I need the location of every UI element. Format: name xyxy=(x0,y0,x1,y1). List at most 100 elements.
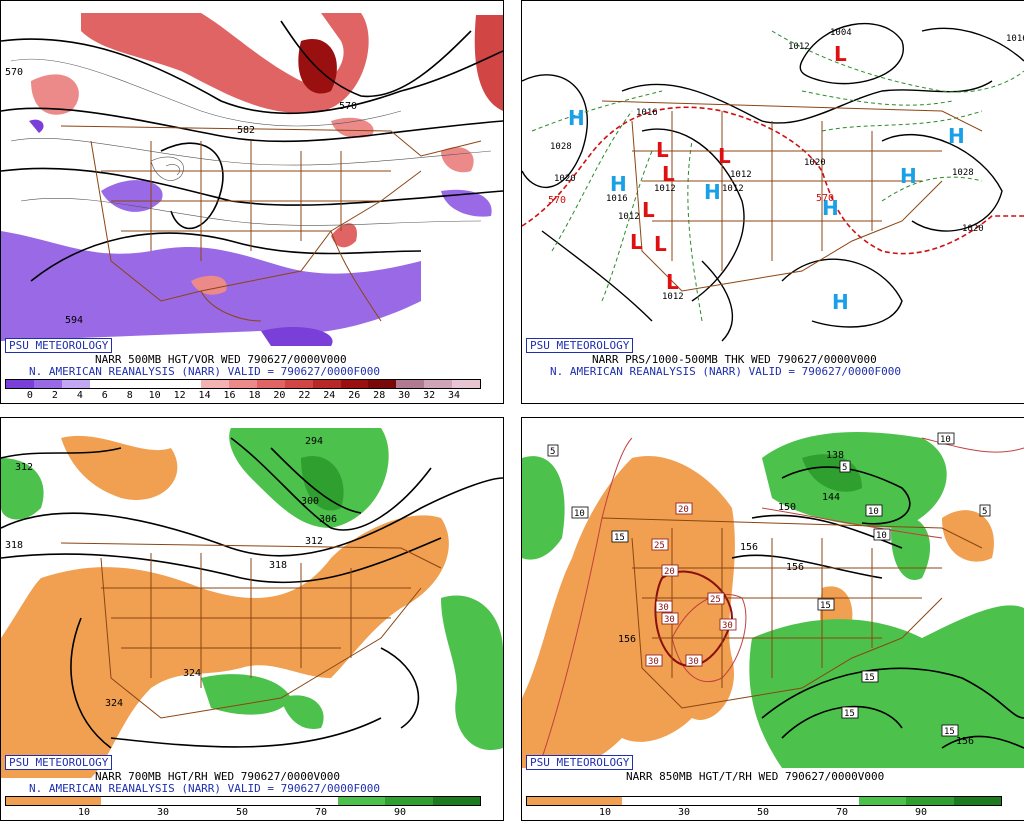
temperature-label: 20 xyxy=(664,567,675,577)
colorbar-segment xyxy=(669,797,717,805)
temperature-label-box xyxy=(839,460,851,473)
panel-valid-line: N. AMERICAN REANALYSIS (NARR) VALID = 79… xyxy=(550,365,901,378)
vort-west xyxy=(31,74,79,115)
temperature-label-box xyxy=(547,444,559,457)
colorbar-segment xyxy=(173,380,202,388)
rh-moist-gulf xyxy=(201,674,291,715)
temperature-label-box xyxy=(979,504,991,517)
colorbar-segment xyxy=(284,380,313,388)
colorbar-segment xyxy=(337,797,386,805)
temperature-label: 30 xyxy=(648,657,659,667)
colorbar-segment xyxy=(953,797,1002,805)
temperature-label-box xyxy=(685,654,703,667)
isobar-label: 1020 xyxy=(804,158,826,168)
colorbar-tick-label: 26 xyxy=(348,390,361,401)
isobar-label: 1004 xyxy=(830,28,852,38)
psu-badge: PSU METEOROLOGY xyxy=(526,338,634,353)
thickness-570-red xyxy=(522,106,1024,255)
isobar-label: 1020 xyxy=(554,174,576,184)
isobar-label: 1012 xyxy=(654,184,676,194)
height-contours xyxy=(1,20,503,282)
height-contours xyxy=(1,437,503,749)
colorbar-segment xyxy=(100,797,149,805)
colorbar-tick-label: 6 xyxy=(101,390,108,401)
colorbar-segment xyxy=(858,797,907,805)
vort-neg-sw xyxy=(261,326,333,346)
isobar-label: 1012 xyxy=(788,42,810,52)
colorbar-segment xyxy=(6,380,34,388)
contour-label: 156 xyxy=(618,634,636,645)
vort-neg-small xyxy=(29,119,44,133)
temperature-label: 10 xyxy=(868,507,879,517)
vorticity-colorbar-ticks: 0 2 4 6 8 10 12 14 16 18 20 22 24 26 28 30 32 34 xyxy=(5,390,479,402)
contour-label: 306 xyxy=(319,514,337,525)
colorbar-tick-label: 4 xyxy=(76,390,83,401)
isobar-label: 1012 xyxy=(730,170,752,180)
height-contours xyxy=(731,466,1024,749)
vort-east2 xyxy=(441,147,474,173)
colorbar-segment xyxy=(195,797,244,805)
contour-label: 150 xyxy=(778,502,796,513)
temperature-label-box xyxy=(817,598,835,611)
contour-label-570-east: 570 xyxy=(339,101,357,112)
colorbar-tick-label: 20 xyxy=(273,390,286,401)
colorbar-segment xyxy=(396,380,425,388)
panel-valid-line: N. AMERICAN REANALYSIS (NARR) VALID = 79… xyxy=(29,782,380,795)
colorbar-tick-label: 8 xyxy=(126,390,133,401)
contour-label: 312 xyxy=(305,536,323,547)
colorbar-segment xyxy=(906,797,954,805)
colorbar-segment xyxy=(811,797,859,805)
political-borders xyxy=(60,542,442,719)
temperature-label: 15 xyxy=(820,601,831,611)
vort-pos-se xyxy=(331,223,357,248)
colorbar-segment xyxy=(61,380,90,388)
temperature-label: 5 xyxy=(842,463,847,473)
rh-dry-main xyxy=(522,456,735,768)
colorbar-tick-label: 10 xyxy=(148,390,161,401)
map-850mb: 138 144 150 156 156 156 156 5 5 5 10 10 10 10 1… xyxy=(522,432,1024,768)
panel-500mb-vorticity: 570 570 582 594 PSU METEOROLOGY NARR 500… xyxy=(0,0,504,404)
colorbar-tick-label: 70 xyxy=(314,807,328,818)
temperature-label: 15 xyxy=(944,727,955,737)
temperature-label: 30 xyxy=(664,615,675,625)
panel-title: NARR 500MB HGT/VOR WED 790627/0000V000 xyxy=(95,353,347,366)
contour-label: 156 xyxy=(956,736,974,747)
isobar-label: 1012 xyxy=(618,212,640,222)
colorbar-segment xyxy=(340,380,369,388)
temperature-label: 15 xyxy=(844,709,855,719)
colorbar-tick-label: 50 xyxy=(756,807,770,818)
psu-badge: PSU METEOROLOGY xyxy=(526,755,634,770)
colorbar-segment xyxy=(33,380,62,388)
isobar-label: 1016 xyxy=(606,194,628,204)
colorbar-tick-label: 24 xyxy=(323,390,336,401)
contour-label: 144 xyxy=(822,492,840,503)
temperature-label-box xyxy=(873,528,891,541)
colorbar-tick-label: 18 xyxy=(248,390,261,401)
colorbar-tick-label: 30 xyxy=(677,807,691,818)
colorbar-segment xyxy=(256,380,285,388)
panel-850mb-temperature-humidity: 138 144 150 156 156 156 156 5 5 5 10 10 10 10 1… xyxy=(521,417,1024,821)
high-pressure-center: H xyxy=(900,164,917,188)
warm-core-30 xyxy=(654,570,734,667)
isobar-label: 1012 xyxy=(722,184,744,194)
thickness-label: 570 xyxy=(816,193,834,204)
high-pressure-center: H xyxy=(948,124,965,148)
temperature-label-box xyxy=(611,530,629,543)
colorbar-segment xyxy=(117,380,146,388)
colorbar-tick-label: 22 xyxy=(298,390,311,401)
colorbar-segment xyxy=(145,380,174,388)
colorbar-segment xyxy=(148,797,196,805)
colorbar-tick-label: 50 xyxy=(235,807,249,818)
colorbar-segment xyxy=(716,797,765,805)
rh-moist-southeast xyxy=(749,605,1024,768)
colorbar-tick-label: 90 xyxy=(914,807,928,818)
colorbar-tick-label: 70 xyxy=(835,807,849,818)
colorbar-tick-label: 14 xyxy=(198,390,211,401)
temperature-label-box xyxy=(661,612,679,625)
contour-label: 294 xyxy=(305,436,323,447)
colorbar-segment xyxy=(312,380,341,388)
low-pressure-center: L xyxy=(666,270,679,294)
colorbar-segment xyxy=(385,797,433,805)
temperature-label: 25 xyxy=(710,595,721,605)
isobar-label: 1012 xyxy=(662,292,684,302)
